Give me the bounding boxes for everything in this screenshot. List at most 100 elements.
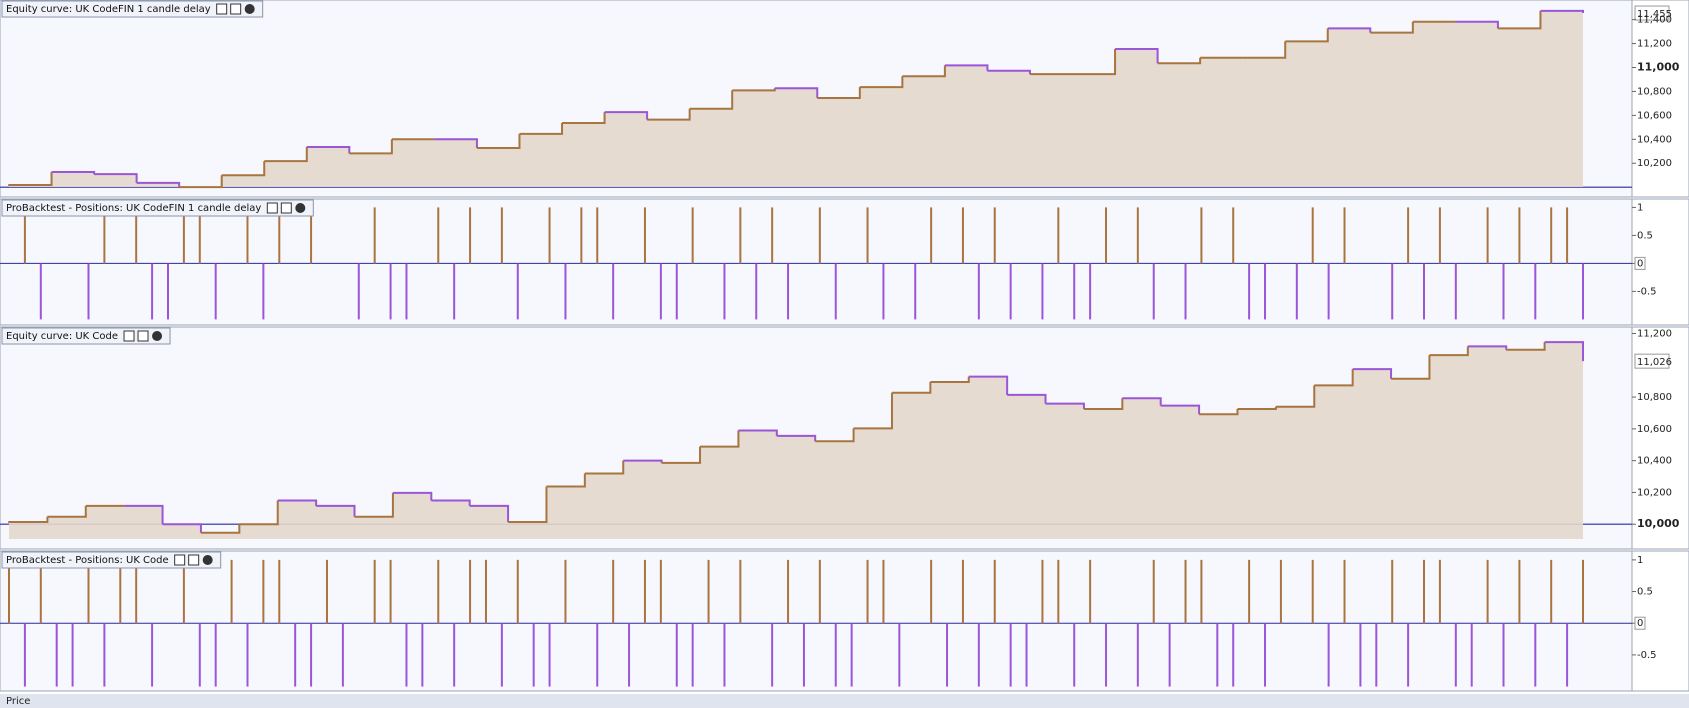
y-tick-label: 11,000 [1637,61,1680,74]
equity-step [859,76,904,89]
equity-step [1122,397,1162,406]
y-tick-label: 10,600 [1637,110,1672,121]
equity-step [1540,9,1584,14]
status-label[interactable]: Price [6,696,30,707]
equity-step [136,181,181,188]
panel-title: Equity curve: UK CodeFIN 1 candle delay [6,4,211,15]
y-tick-label: 10,400 [1637,134,1672,145]
close-button[interactable] [244,4,255,14]
equity-step [1285,28,1329,43]
equity-step [584,460,625,475]
window-button[interactable] [230,3,242,15]
equity-step [987,69,1031,75]
equity-step [1544,341,1584,362]
equity-step [1455,20,1499,29]
close-button[interactable] [295,203,306,213]
equity-step [1497,10,1542,30]
equity-step [1314,369,1354,387]
equity-step [1352,368,1393,379]
equity-step [604,111,649,120]
y-tick-label: 10,200 [1637,487,1672,498]
equity-step [546,473,586,488]
equity-step [1370,21,1414,34]
equity-step [1045,402,1085,409]
y-tick-label: 11,400 [1637,15,1672,26]
equity-step [1083,398,1124,410]
equity-step [9,516,49,523]
panel-title: Equity curve: UK Code [6,331,118,342]
equity-step [519,123,564,135]
equity-step [774,87,819,99]
equity-step [1115,47,1159,64]
y-tick-label: 1 [1637,202,1643,213]
y-tick-label: -0.5 [1637,650,1657,661]
equity-step [930,376,970,383]
equity-step [891,381,932,394]
equity-area [9,10,1583,188]
close-button[interactable] [152,331,163,341]
y-tick-label: 10,000 [1637,517,1680,530]
equity-step [239,500,279,526]
equity-step [815,428,855,443]
equity-step [431,499,471,506]
y-tick-label: 11,200 [1637,39,1672,50]
panel-title-box [1,199,314,217]
current-value-label: 11,455 [1637,9,1672,20]
equity-step [661,446,702,464]
equity-step [354,492,394,518]
equity-step [200,524,241,534]
equity-step [1275,385,1316,408]
panel-title-box [1,551,222,569]
equity-step [508,486,548,523]
settings-button[interactable] [266,202,278,214]
y-tick-label: 0.5 [1637,230,1653,241]
equity-step [434,138,478,149]
axis-background [1631,0,1689,198]
y-tick-label: 0.5 [1637,587,1653,598]
equity-step [1072,48,1117,76]
window-button[interactable] [188,554,200,566]
equity-step [1157,57,1202,65]
status-bar [0,694,1689,708]
equity-step [47,505,87,518]
y-tick-label: 11,200 [1637,329,1672,340]
equity-step [738,429,778,436]
equity-step [902,65,946,78]
equity-step [1429,346,1469,357]
y-tick-label: 10,400 [1637,456,1672,467]
y-tick-label: 10,800 [1637,392,1672,403]
y-tick-label: 0 [1637,258,1643,269]
equity-step [221,161,266,177]
equity-step [776,434,817,442]
panel-title: ProBacktest - Positions: UK Code [6,555,169,566]
y-tick-label: 10,600 [1637,424,1672,435]
settings-button[interactable] [123,330,135,342]
equity-step [1391,355,1431,380]
zero-tick-box [1634,616,1646,630]
equity-step [1160,404,1201,415]
y-tick-label: 0 [1637,618,1643,629]
equity-area [9,342,1583,539]
y-tick-label: 1 [1637,555,1643,566]
close-button[interactable] [202,555,213,565]
equity-step [277,499,318,506]
equity-step [647,108,691,121]
equity-step [349,139,393,155]
settings-button[interactable] [174,554,186,566]
equity-step [162,523,202,533]
equity-step [623,459,663,463]
current-value-box [1634,5,1670,21]
equity-step [1007,393,1047,404]
equity-step [306,145,351,154]
y-tick-label: -0.5 [1637,286,1657,297]
equity-step [944,64,989,71]
settings-button[interactable] [216,3,228,15]
zero-tick-box [1634,256,1646,270]
panel-title-box [1,0,264,18]
window-button[interactable] [137,330,149,342]
equity-step [968,375,1009,395]
window-button[interactable] [280,202,292,214]
current-value-label: 11,026 [1637,357,1672,368]
equity-step [9,171,53,187]
equity-step [1242,41,1287,59]
